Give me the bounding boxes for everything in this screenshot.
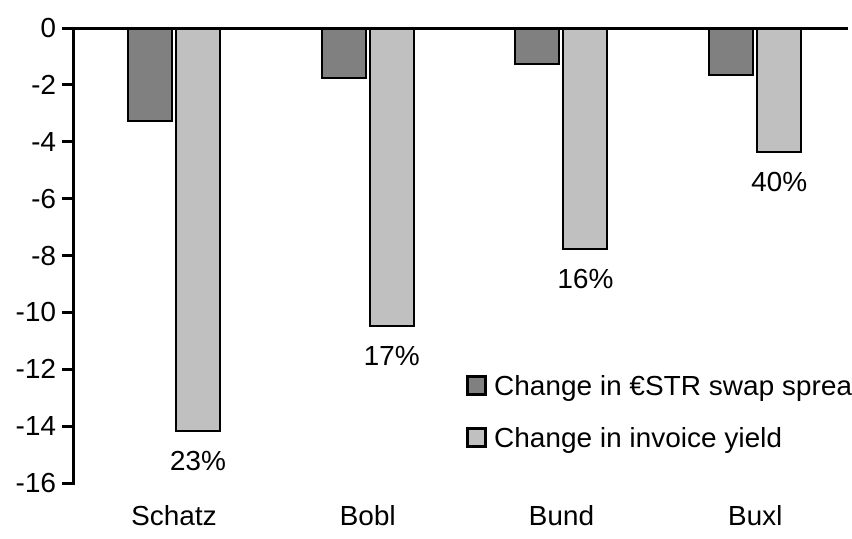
y-tick-label: -8 [31,239,56,271]
y-tick-mark [62,424,72,428]
bar-invoice-yield-schatz [174,28,221,432]
bar-value-label: 17% [363,339,420,371]
y-tick-label: -10 [15,296,56,328]
x-axis-label-bund: Bund [528,500,595,531]
legend-label-swap-spread: Change in €STR swap spread [494,370,852,401]
bar-value-label: 23% [169,444,226,476]
x-axis-label-bobl: Bobl [339,500,396,531]
x-axis-line [62,26,848,30]
legend-swatch-light-icon [466,427,487,448]
y-tick-label: -16 [15,467,56,498]
y-tick-label: -14 [15,410,56,442]
y-tick-mark [62,481,72,485]
x-axis-label-buxl: Buxl [727,500,783,531]
bar-value-label: 16% [557,262,614,294]
y-tick-label: -6 [31,182,56,214]
bar-value-label: 40% [751,166,808,198]
bar-invoice-yield-bobl [368,28,415,327]
y-tick-mark [62,310,72,314]
bar-swap-spread-bobl [320,28,367,80]
y-tick-mark [62,197,72,201]
y-tick-label: -2 [31,68,56,100]
y-tick-label: 0 [40,12,56,43]
legend-item-invoice-yield: Change in invoice yield [466,422,852,453]
legend-item-swap-spread: Change in €STR swap spread [466,370,852,401]
bar-invoice-yield-bund [562,28,609,250]
y-tick-mark [62,367,72,371]
y-tick-mark [62,140,72,144]
y-tick-label: -12 [15,353,56,385]
legend: Change in €STR swap spread Change in inv… [466,370,852,453]
x-axis-label-schatz: Schatz [131,500,217,531]
legend-swatch-dark-icon [466,375,487,396]
bar-swap-spread-schatz [126,28,173,122]
legend-label-invoice-yield: Change in invoice yield [494,422,782,453]
y-axis-line [71,26,75,485]
y-tick-label: -4 [31,125,56,157]
bar-invoice-yield-buxl [756,28,803,154]
y-tick-mark [62,83,72,87]
bar-swap-spread-buxl [708,28,755,77]
y-tick-mark [62,254,72,257]
bar-swap-spread-bund [514,28,561,65]
